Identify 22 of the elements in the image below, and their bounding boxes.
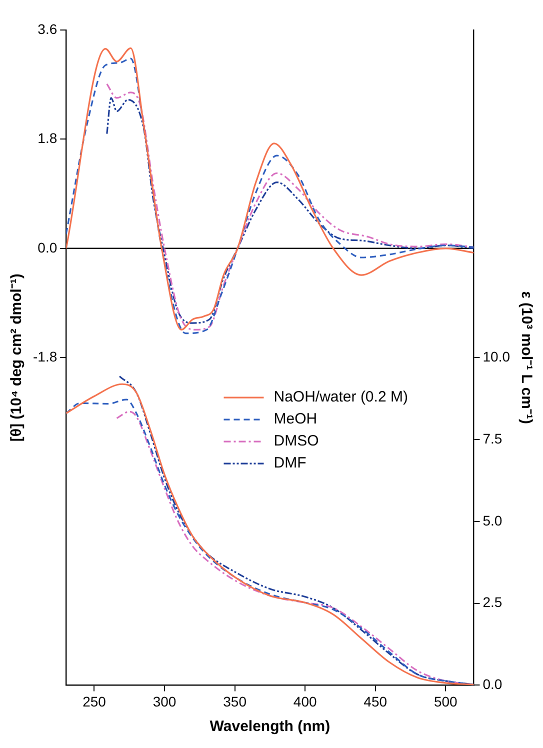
y-tick-label: 0.0	[38, 239, 58, 256]
y2-tick-label: 0.0	[482, 676, 502, 692]
y-tick-label: -1.8	[33, 348, 58, 364]
x-tick-label: 450	[364, 693, 388, 710]
x-tick-label: 300	[152, 693, 176, 710]
y-axis-title: [θ] (10⁴ deg cm² dmol⁻¹)	[8, 274, 26, 442]
y-tick-label: 3.6	[38, 20, 58, 37]
legend-label: DMF	[274, 454, 306, 472]
y-tick-label: 1.8	[38, 130, 58, 146]
x-axis-title: Wavelength (nm)	[210, 718, 330, 736]
legend-label: MeOH	[274, 410, 318, 428]
legend-label: NaOH/water (0.2 M)	[274, 388, 408, 406]
x-tick-label: 500	[434, 693, 458, 710]
x-tick-label: 350	[223, 693, 247, 710]
y2-tick-label: 7.5	[482, 430, 502, 446]
y2-tick-label: 10.0	[482, 348, 510, 364]
y2-tick-label: 5.0	[482, 512, 502, 528]
x-tick-label: 250	[82, 693, 106, 710]
y2-axis-title: ε (10³ mol⁻¹ L cm⁻¹)	[518, 291, 535, 424]
x-tick-label: 400	[293, 693, 317, 710]
legend-label: DMSO	[274, 432, 319, 450]
y2-tick-label: 2.5	[482, 594, 502, 610]
